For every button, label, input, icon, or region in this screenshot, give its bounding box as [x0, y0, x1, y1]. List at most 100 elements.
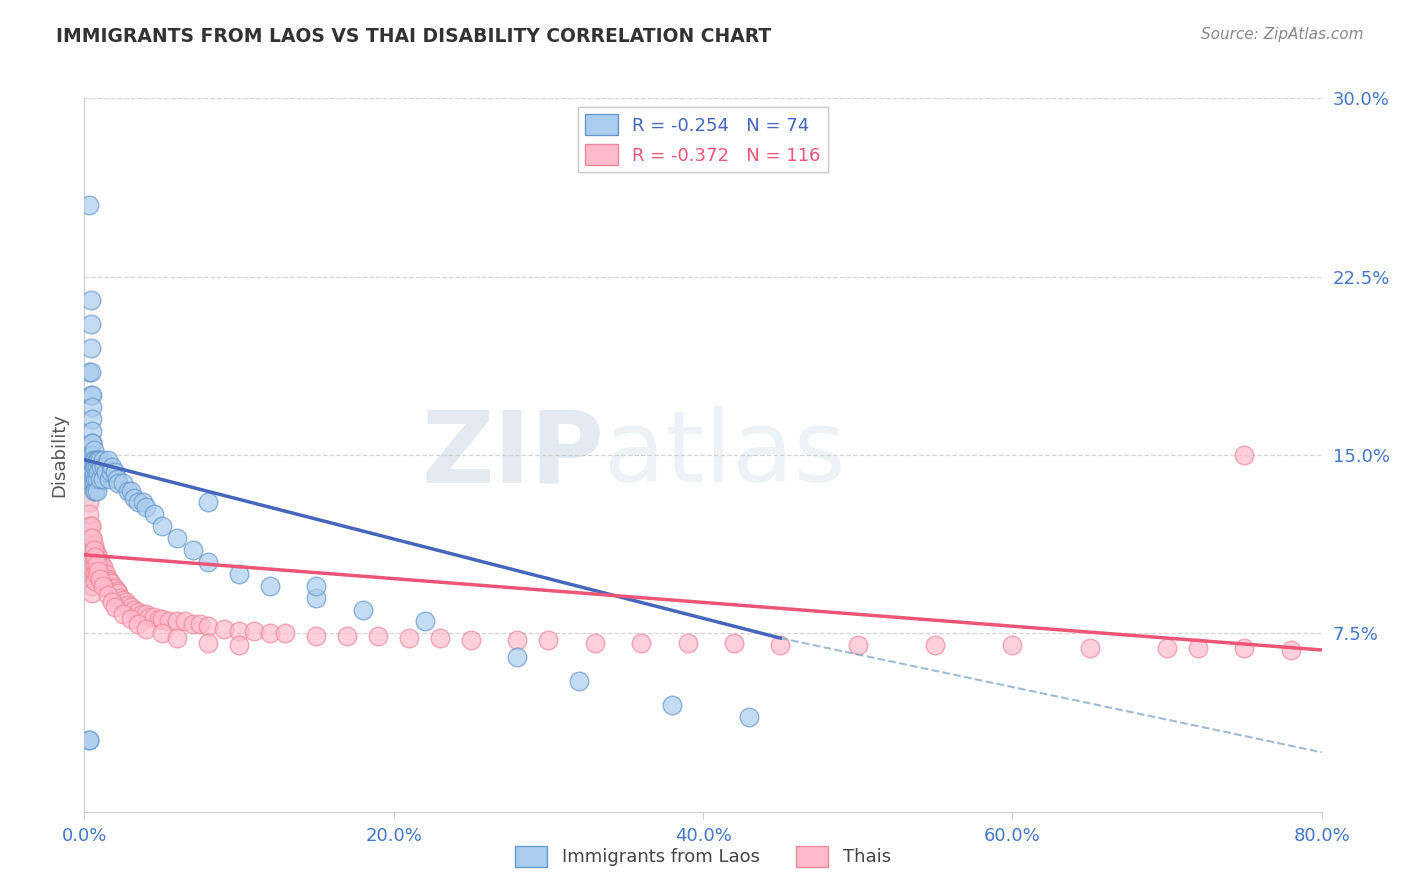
Text: ZIP: ZIP — [422, 407, 605, 503]
Point — [91, 559, 114, 574]
Point — [86, 566, 108, 581]
Point — [84, 452, 107, 467]
Point — [87, 565, 110, 579]
Point — [104, 600, 127, 615]
Point — [83, 452, 105, 467]
Point — [259, 626, 281, 640]
Point — [723, 636, 745, 650]
Point — [1001, 638, 1024, 652]
Point — [101, 595, 124, 609]
Point — [98, 472, 121, 486]
Point — [630, 636, 652, 650]
Point — [228, 638, 250, 652]
Point — [661, 698, 683, 712]
Point — [89, 572, 111, 586]
Point — [197, 619, 219, 633]
Point — [537, 633, 560, 648]
Point — [117, 483, 139, 498]
Point — [91, 452, 114, 467]
Point — [1156, 640, 1178, 655]
Point — [93, 459, 115, 474]
Point — [188, 616, 212, 631]
Point — [82, 412, 104, 426]
Point — [367, 629, 389, 643]
Point — [228, 624, 250, 638]
Point — [83, 476, 105, 491]
Point — [1233, 448, 1256, 462]
Point — [197, 636, 219, 650]
Point — [174, 615, 197, 629]
Point — [93, 576, 115, 591]
Point — [135, 500, 157, 515]
Point — [166, 631, 188, 645]
Point — [89, 452, 111, 467]
Point — [83, 548, 105, 562]
Point — [143, 508, 166, 522]
Point — [87, 452, 110, 467]
Point — [86, 459, 108, 474]
Point — [84, 550, 107, 565]
Point — [120, 483, 142, 498]
Point — [100, 465, 122, 479]
Point — [128, 616, 150, 631]
Point — [274, 626, 297, 640]
Point — [84, 566, 107, 581]
Point — [79, 341, 101, 355]
Point — [84, 472, 107, 486]
Point — [79, 365, 101, 379]
Point — [243, 624, 266, 638]
Point — [89, 562, 111, 576]
Point — [82, 448, 104, 462]
Point — [93, 566, 115, 581]
Point — [77, 508, 100, 522]
Point — [87, 465, 110, 479]
Point — [122, 602, 145, 616]
Point — [82, 548, 104, 562]
Point — [84, 550, 107, 565]
Point — [398, 631, 420, 645]
Point — [212, 622, 235, 636]
Point — [77, 198, 100, 212]
Point — [120, 600, 142, 615]
Point — [82, 579, 104, 593]
Point — [101, 459, 124, 474]
Point — [738, 709, 761, 723]
Point — [305, 629, 328, 643]
Point — [181, 543, 204, 558]
Point — [150, 612, 173, 626]
Point — [506, 650, 529, 665]
Point — [103, 586, 125, 600]
Point — [82, 401, 104, 415]
Point — [77, 733, 100, 747]
Point — [150, 626, 173, 640]
Point — [97, 581, 120, 595]
Point — [83, 459, 105, 474]
Point — [94, 465, 117, 479]
Point — [84, 483, 107, 498]
Legend: R = -0.254   N = 74, R = -0.372   N = 116: R = -0.254 N = 74, R = -0.372 N = 116 — [578, 107, 828, 172]
Point — [120, 612, 142, 626]
Point — [77, 519, 100, 533]
Point — [305, 591, 328, 605]
Point — [197, 495, 219, 509]
Point — [104, 465, 127, 479]
Point — [583, 636, 606, 650]
Point — [79, 388, 101, 402]
Point — [84, 574, 107, 588]
Point — [87, 559, 110, 574]
Point — [104, 581, 127, 595]
Point — [84, 459, 107, 474]
Point — [98, 574, 121, 588]
Point — [82, 559, 104, 574]
Point — [429, 631, 451, 645]
Point — [117, 598, 139, 612]
Point — [138, 609, 160, 624]
Point — [97, 452, 120, 467]
Point — [108, 591, 131, 605]
Point — [112, 607, 135, 622]
Point — [77, 543, 100, 558]
Point — [90, 459, 112, 474]
Point — [159, 615, 181, 629]
Point — [336, 629, 359, 643]
Point — [100, 576, 122, 591]
